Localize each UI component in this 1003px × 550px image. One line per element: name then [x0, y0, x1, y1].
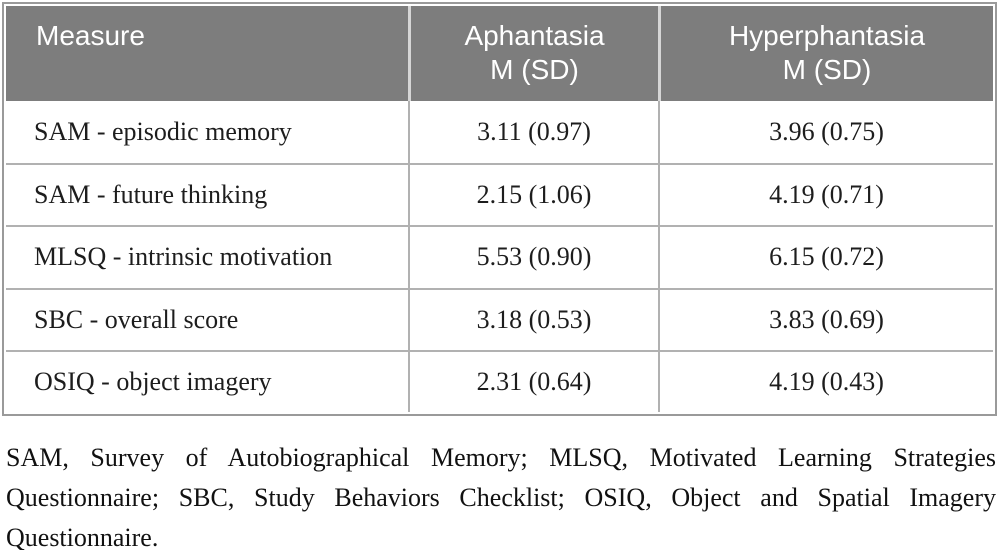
- measures-table: Measure Aphantasia M (SD) Hyperphantasia…: [2, 2, 997, 416]
- cell-hyperphantasia-value: 6.15 (0.72): [658, 225, 993, 288]
- cell-aphantasia-value: 3.11 (0.97): [408, 101, 658, 164]
- header-aphantasia-line1: Aphantasia: [464, 20, 605, 51]
- header-cell-aphantasia: Aphantasia M (SD): [408, 6, 658, 101]
- header-hyperphantasia-line1: Hyperphantasia: [728, 20, 926, 51]
- cell-aphantasia-value: 2.15 (1.06): [408, 163, 658, 226]
- cell-measure: SBC - overall score: [6, 287, 408, 350]
- cell-measure: MLSQ - intrinsic motivation: [6, 225, 408, 288]
- cell-aphantasia-value: 2.31 (0.64): [408, 349, 658, 412]
- cell-measure: OSIQ - object imagery: [6, 349, 408, 412]
- header-aphantasia-line2: M (SD): [490, 54, 579, 85]
- cell-measure: SAM - episodic memory: [6, 101, 408, 164]
- header-measure-label: Measure: [36, 20, 145, 51]
- header-hyperphantasia-line2: M (SD): [782, 54, 872, 85]
- table-footnote: SAM, Survey of Autobiographical Memory; …: [6, 443, 996, 550]
- cell-hyperphantasia-value: 4.19 (0.43): [658, 349, 993, 412]
- cell-aphantasia-value: 3.18 (0.53): [408, 287, 658, 350]
- cell-aphantasia-value: 5.53 (0.90): [408, 225, 658, 288]
- header-cell-hyperphantasia: Hyperphantasia M (SD): [658, 6, 993, 101]
- cell-hyperphantasia-value: 3.96 (0.75): [658, 101, 993, 164]
- header-cell-measure: Measure: [6, 6, 408, 101]
- cell-measure: SAM - future thinking: [6, 163, 408, 226]
- cell-hyperphantasia-value: 3.83 (0.69): [658, 287, 993, 350]
- cell-hyperphantasia-value: 4.19 (0.71): [658, 163, 993, 226]
